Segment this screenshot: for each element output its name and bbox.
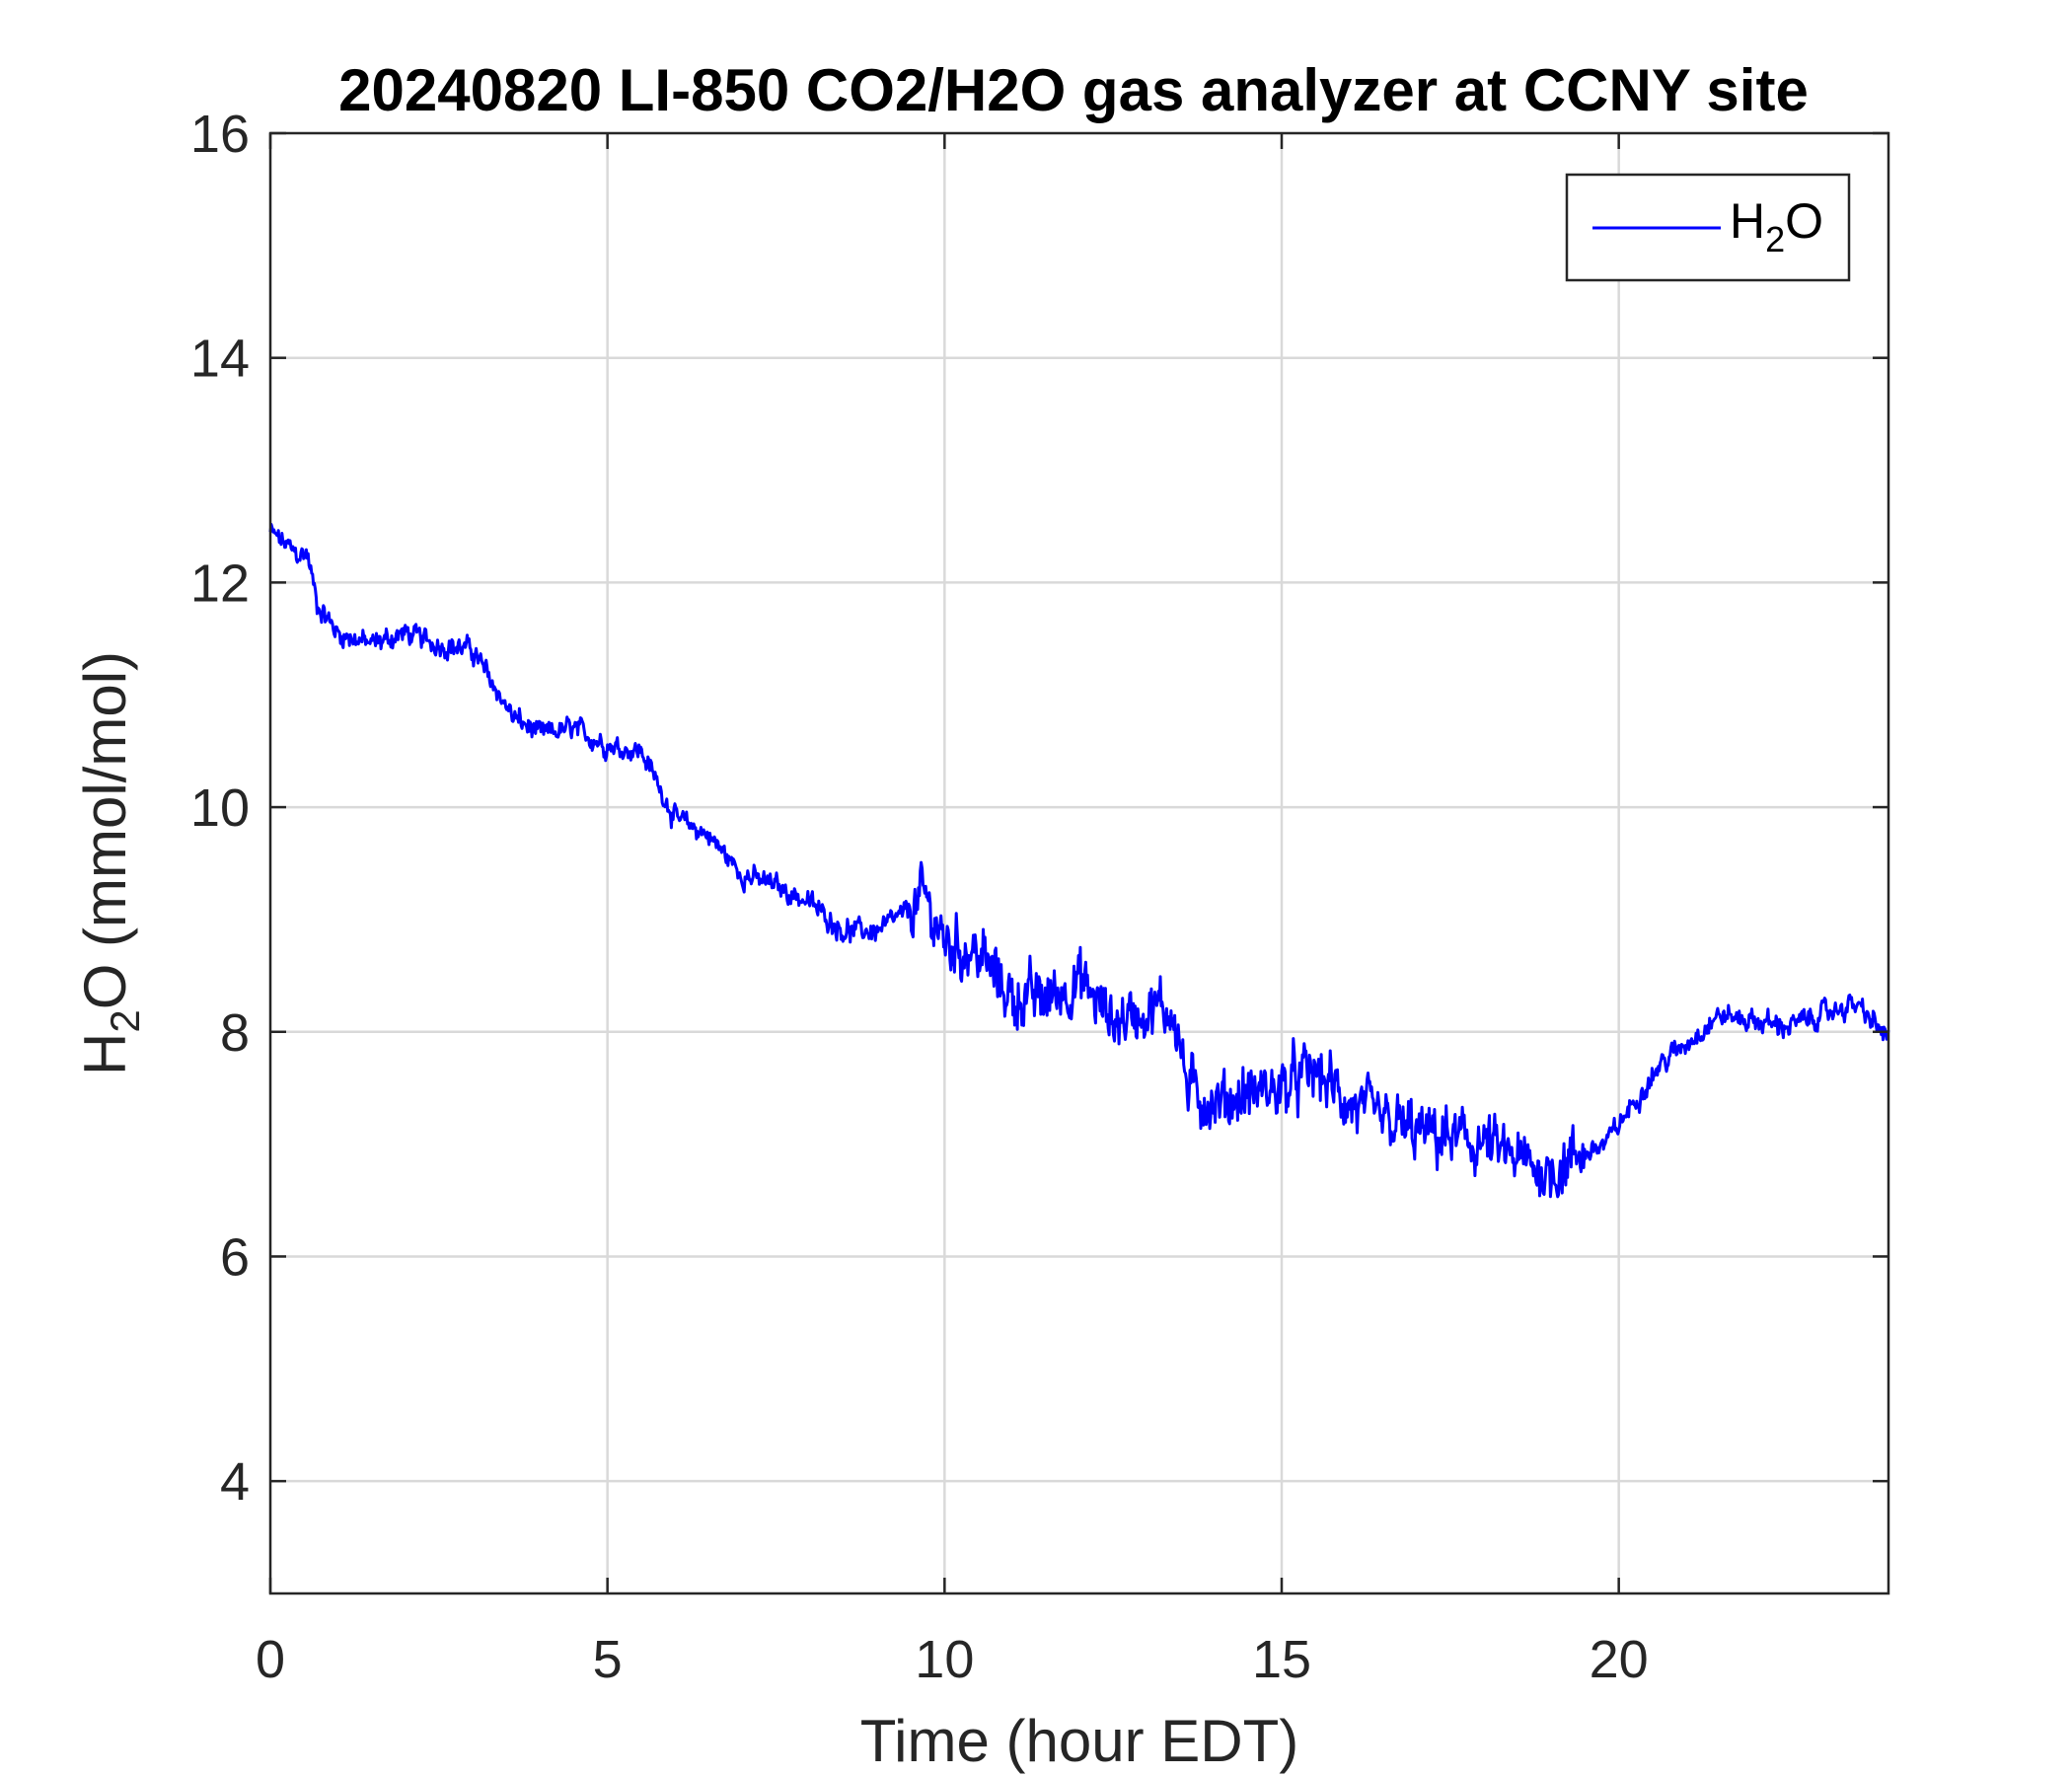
legend: H2O <box>1567 175 1849 280</box>
y-axis-label-rest: O (mmol/mol) <box>72 651 138 1009</box>
y-tick-label: 16 <box>190 105 250 164</box>
legend-label-rest: O <box>1785 193 1823 249</box>
y-tick-label: 14 <box>190 330 250 389</box>
y-tick-label: 10 <box>190 778 250 838</box>
chart-title: 20240820 LI-850 CO2/H2O gas analyzer at … <box>338 57 1809 123</box>
y-axis-label-main: H <box>72 1033 138 1075</box>
x-tick-label: 15 <box>1252 1630 1311 1689</box>
x-tick-label: 10 <box>915 1630 974 1689</box>
legend-label-main: H <box>1730 193 1765 249</box>
y-tick-label: 12 <box>190 554 250 613</box>
x-axis-label: Time (hour EDT) <box>860 1708 1299 1774</box>
y-tick-label: 4 <box>220 1452 250 1512</box>
y-tick-label: 8 <box>220 1003 250 1063</box>
x-tick-label: 20 <box>1590 1630 1649 1689</box>
x-tick-label: 0 <box>256 1630 285 1689</box>
y-axis-label-subscript: 2 <box>102 1009 148 1032</box>
legend-label-subscript: 2 <box>1765 219 1785 259</box>
x-tick-label: 5 <box>593 1630 623 1689</box>
y-tick-label: 6 <box>220 1227 250 1287</box>
